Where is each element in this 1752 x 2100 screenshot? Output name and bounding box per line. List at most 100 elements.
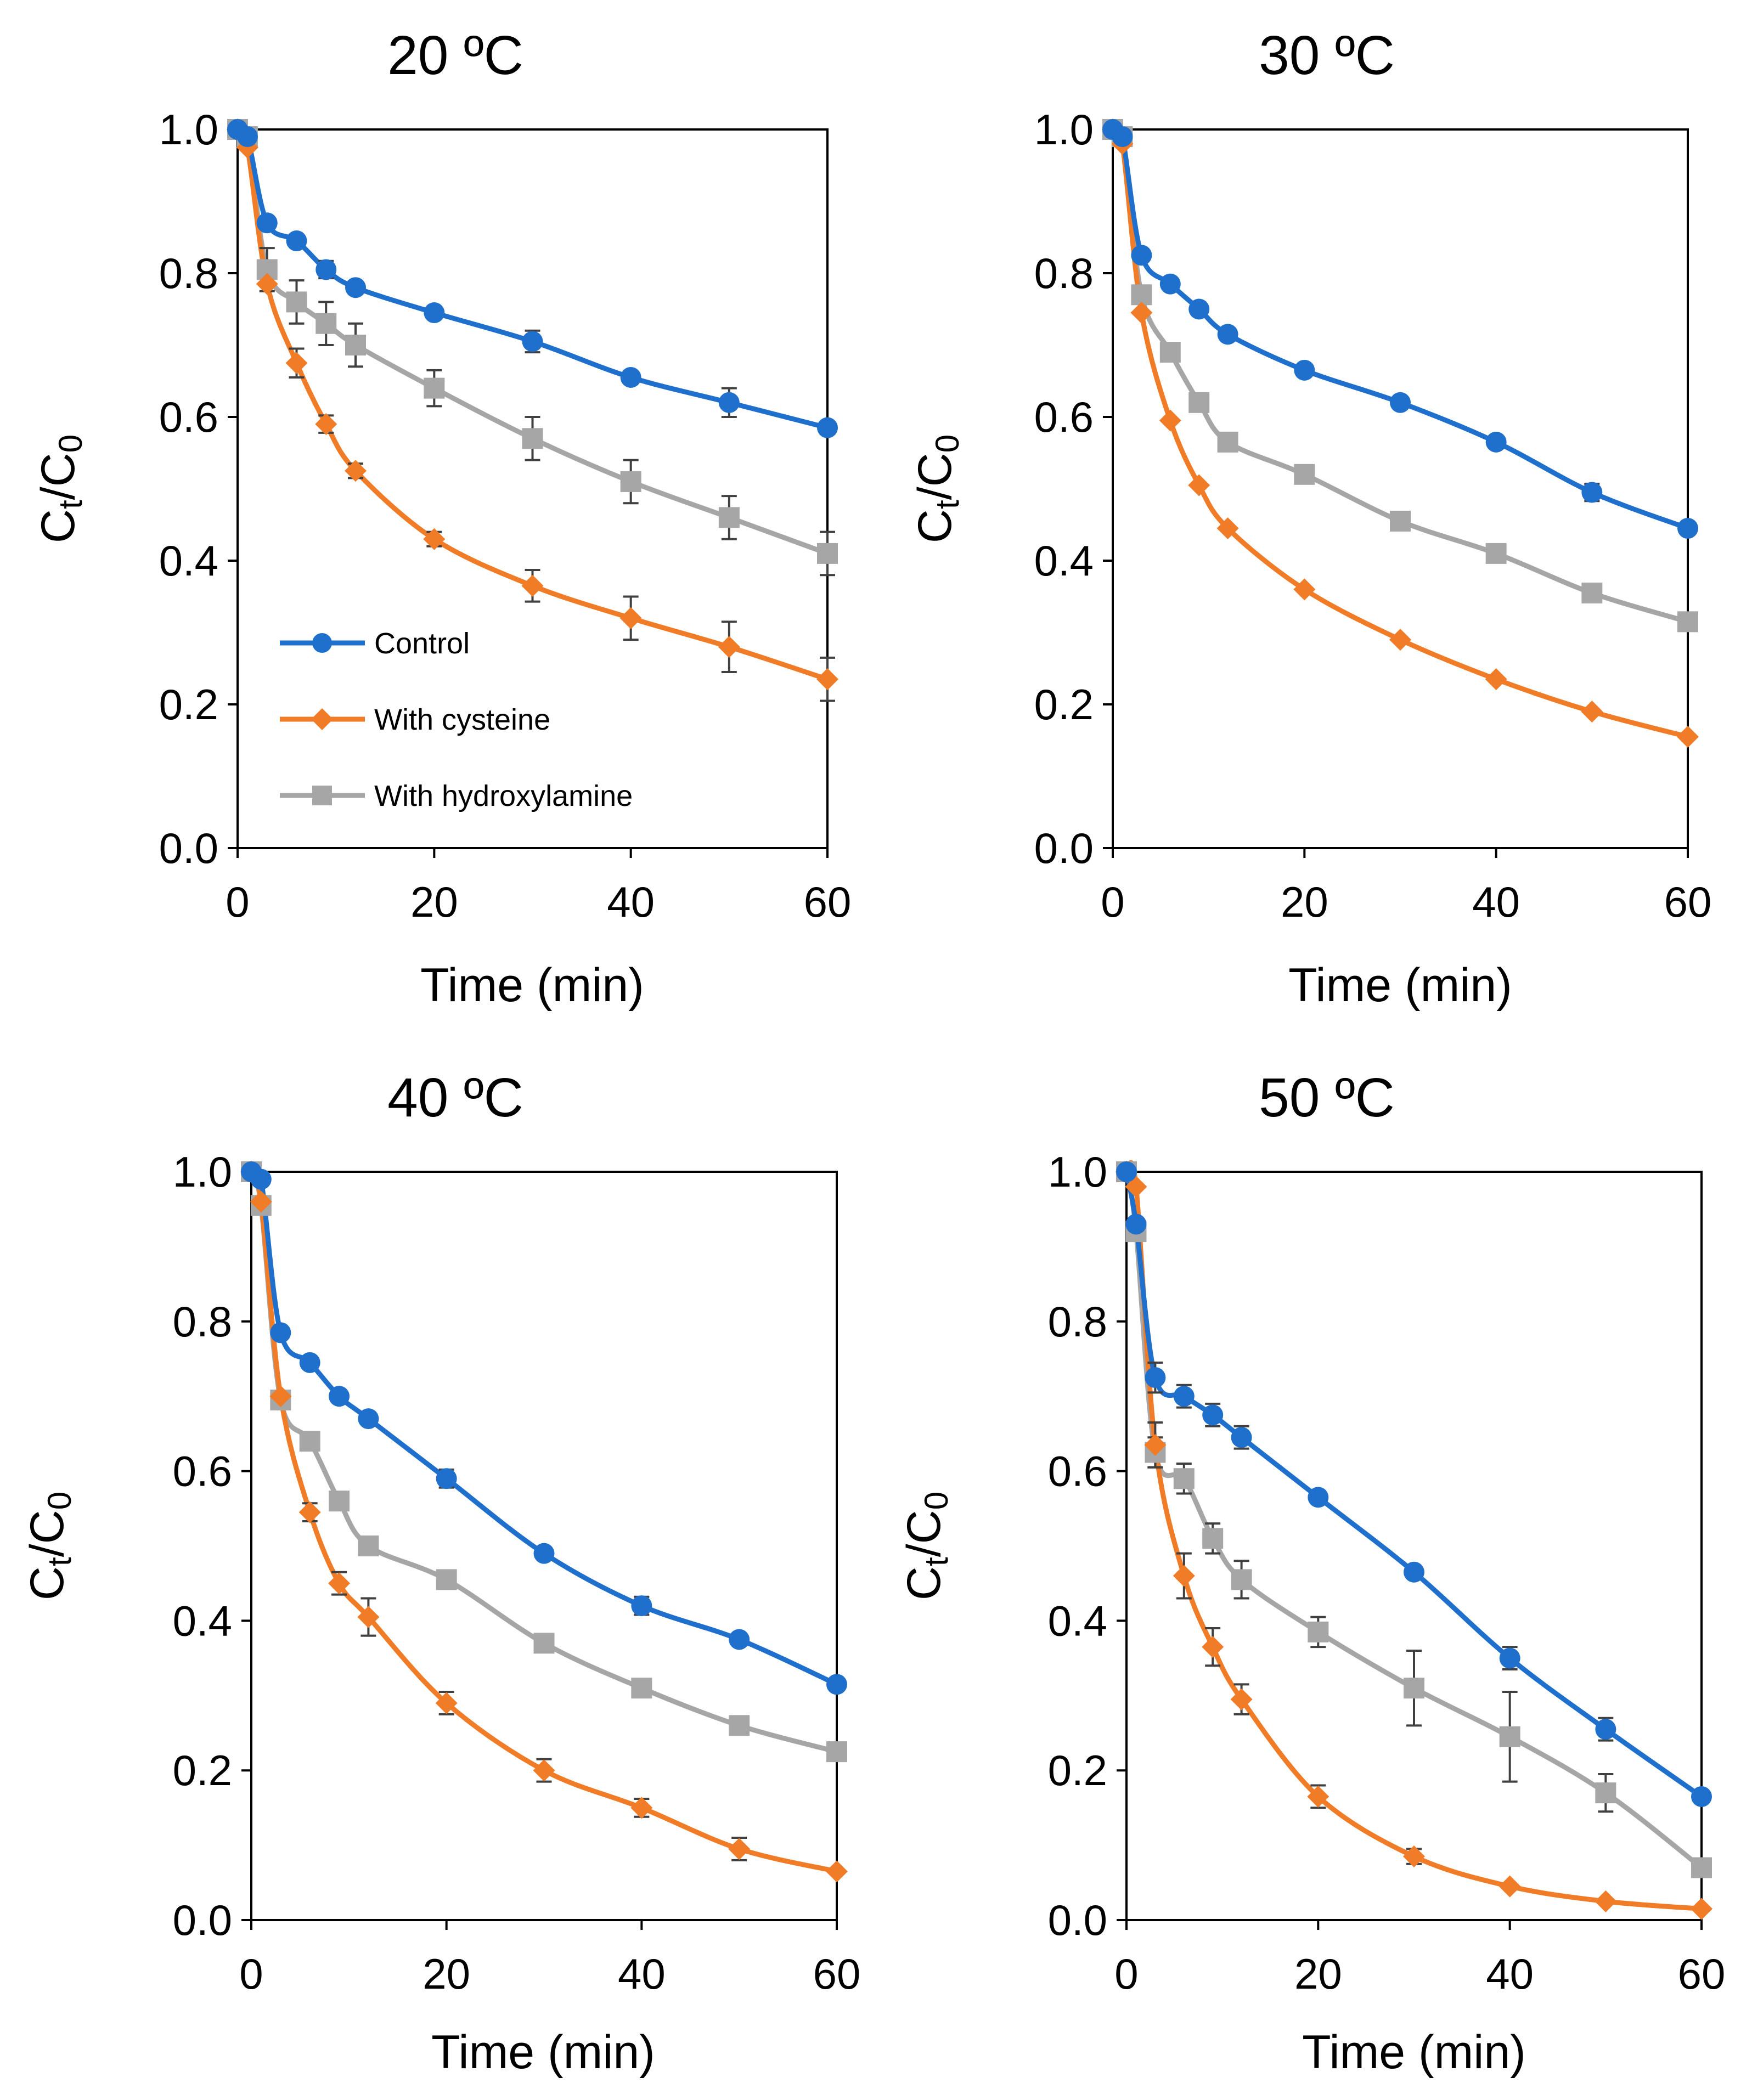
data-point-control [1499,1647,1520,1669]
panel-20c: 20 ºC 0.0 0.2 0.4 0.6 0.8 1.0 0 20 40 60 Time (mi… [32,25,851,1012]
x-tick-label: 60 [813,1950,861,1998]
data-point-control [1581,482,1603,503]
data-point-with-cysteine [1485,668,1507,691]
tick-layer: 0.0 0.2 0.4 0.6 0.8 1.0 0 20 40 60 [173,1148,861,1998]
data-point-control [1595,1719,1616,1740]
data-point-with-hydroxylamine [436,1569,457,1590]
data-point-with-cysteine [1230,1688,1253,1711]
data-point-with-cysteine [1202,1636,1224,1658]
data-point-with-hydroxylamine [1173,1468,1195,1489]
y-axis-title-sub-0: 0 [41,1492,78,1510]
data-point-with-hydroxylamine [424,377,445,399]
x-axis-title: Time (min) [431,2026,655,2079]
plot-frame [250,1171,838,1921]
x-tick-label: 40 [618,1950,666,1998]
legend-marker-control [312,633,332,653]
data-point-control [358,1408,379,1430]
data-point-control [1691,1786,1712,1807]
data-point-control [236,126,258,148]
data-point-with-hydroxylamine [1595,1782,1616,1804]
data-point-with-cysteine [298,1501,321,1523]
data-point-control [1308,1487,1329,1508]
panel-title: 20 ºC [387,25,523,86]
y-tick-label: 0.4 [159,537,218,585]
panel-50c: 50 ºC 0.0 0.2 0.4 0.6 0.8 1.0 0 20 40 60 Time (mi… [898,1067,1725,2079]
y-tick-label: 0.6 [173,1447,232,1495]
data-point-with-hydroxylamine [1308,1621,1329,1642]
y-tick-label: 0.4 [173,1596,232,1645]
data-point-with-hydroxylamine [817,543,838,564]
panel-30c: 30 ºC 0.0 0.2 0.4 0.6 0.8 1.0 0 20 40 60 Time (mi… [909,25,1711,1012]
data-point-control [631,1595,652,1617]
y-axis-title-sep: /C [21,1510,74,1557]
x-tick-label: 60 [804,878,852,926]
data-point-control [1131,245,1152,266]
data-point-with-hydroxylamine [1231,1569,1252,1590]
data-point-with-cysteine [357,1606,380,1628]
data-point-control [1202,1404,1224,1426]
y-axis-title-sep: /C [898,1510,950,1557]
data-point-control [270,1322,291,1343]
data-point-with-hydroxylamine [1188,392,1210,413]
legend-item-hydroxylamine: With hydroxylamine [280,780,633,812]
x-tick-label: 40 [607,878,655,926]
data-point-control [1188,298,1210,320]
y-axis-title-main: C [21,1566,74,1600]
data-point-with-hydroxylamine [718,507,740,528]
data-point-with-hydroxylamine [1485,543,1507,564]
panel-title: 30 ºC [1259,25,1395,86]
data-point-with-cysteine [1691,1898,1712,1920]
y-axis-title-sub-t: t [929,500,966,509]
data-point-with-hydroxylamine [533,1633,555,1654]
data-point-control [1390,392,1411,413]
data-point-with-cysteine [328,1572,351,1595]
error-bars [302,1468,747,1861]
data-point-with-cysteine [1144,1433,1167,1456]
y-axis-title: Ct/C0 [21,1492,78,1600]
data-point-with-cysteine [256,273,278,295]
data-point-control [522,331,543,352]
data-point-with-hydroxylamine [286,291,307,313]
data-point-with-cysteine [269,1385,292,1408]
series-markers [227,118,838,691]
data-point-control [299,1352,320,1373]
panel-title: 40 ºC [387,1067,523,1128]
data-point-with-hydroxylamine [1131,284,1152,306]
data-point-with-cysteine [1499,1875,1521,1898]
x-axis-title: Time (min) [420,959,644,1012]
x-tick-label: 0 [1114,1950,1138,1998]
y-tick-label: 1.0 [1034,105,1094,154]
data-point-control [424,302,445,324]
series-line-control [1110,123,1691,531]
x-tick-label: 20 [422,1950,470,1998]
data-point-with-cysteine [1389,629,1411,651]
data-point-control [1145,1367,1166,1388]
data-point-control [1677,518,1698,539]
data-point-with-cysteine [1293,578,1316,601]
y-axis-title-sub-t: t [52,500,89,509]
plot-frame [1112,128,1689,849]
y-axis-title-sub-t: t [918,1557,955,1566]
y-tick-label: 0.8 [1048,1297,1107,1346]
data-point-control [1217,324,1238,345]
tick-layer: 0.0 0.2 0.4 0.6 0.8 1.0 0 20 40 60 [1048,1148,1726,1998]
y-axis-title-sep: /C [909,453,961,500]
data-point-with-cysteine [533,1759,555,1782]
y-axis-title-sep: /C [32,453,84,500]
y-axis-title-sub-0: 0 [929,434,966,453]
data-point-with-cysteine [728,1838,751,1860]
y-axis-title-main: C [32,509,84,543]
data-point-with-cysteine [521,574,544,597]
legend-label-hydroxylamine: With hydroxylamine [374,780,633,812]
data-point-control [436,1468,457,1489]
data-point-control [1159,273,1181,295]
data-point-control [250,1168,272,1190]
data-point-with-cysteine [1403,1845,1425,1868]
data-point-with-hydroxylamine [1404,1678,1424,1699]
data-point-with-cysteine [1307,1785,1330,1808]
panel-40c: 40 ºC 0.0 0.2 0.4 0.6 0.8 1.0 0 20 40 60 Time (mi… [21,1067,860,2079]
data-point-control [1116,1161,1137,1182]
data-point-with-hydroxylamine [329,1491,350,1512]
data-point-with-cysteine [1581,701,1603,723]
legend-marker-cysteine [311,708,333,730]
